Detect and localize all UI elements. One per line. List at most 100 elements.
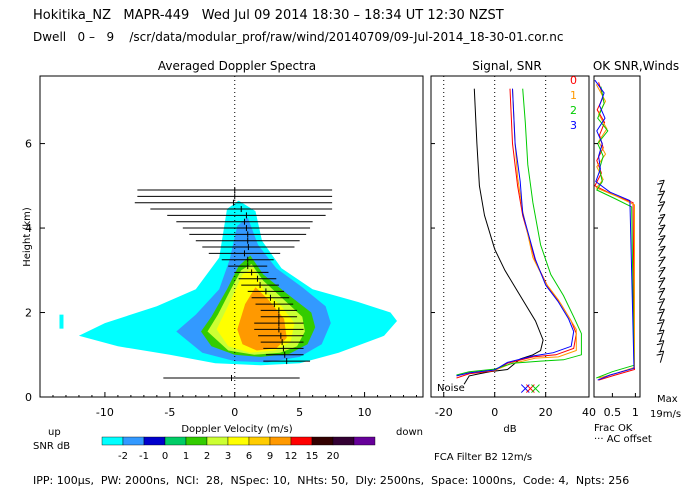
colorbar-cell (290, 436, 313, 446)
x-tick-label: 5 (296, 406, 303, 419)
doppler-spectra-panel: Averaged Doppler Spectra -10 -5 0 5 10 0246 … (22, 59, 424, 438)
colorbar-cell (164, 436, 187, 446)
snr-0-line (456, 88, 577, 379)
max-label: Max (657, 394, 678, 405)
wind-barb-feather (657, 301, 663, 304)
snr-blob (59, 314, 64, 329)
wind-barb-feather (657, 280, 664, 283)
noise-markers (520, 384, 540, 393)
wind-barb (659, 340, 665, 353)
colorbar-tick-label: 15 (306, 451, 319, 462)
colorbar-tick-label: 2 (204, 451, 210, 462)
wind-barb-feather (658, 329, 665, 332)
wind-barb (658, 277, 666, 289)
doppler-x-axis-label: Doppler Velocity (m/s) (181, 424, 292, 435)
winds-panel-title: OK SNR,Winds (593, 59, 679, 73)
doppler-panel-title: Averaged Doppler Spectra (158, 59, 316, 73)
colorbar-cell (332, 436, 355, 446)
wind-barb-feather (656, 332, 663, 335)
colorbar-cell (353, 436, 376, 446)
y-tick-label: 6 (25, 138, 32, 151)
colorbar-tick-label: 3 (225, 451, 231, 462)
snr-colorbar: SNR dB -2 -1 0 1 2 3 6 9 12 15 20 (33, 436, 376, 462)
legend-beam-1: 1 (570, 89, 577, 102)
wind-barb-feather (658, 238, 664, 241)
wind-barb (659, 329, 665, 342)
wind-barb-feather (656, 343, 662, 346)
header-file-line: Dwell 0 – 9 /scr/data/modular_prof/raw/w… (33, 30, 564, 44)
colorbar-tick-label: 9 (267, 451, 273, 462)
down-label: down (396, 427, 423, 438)
colorbar-cell (227, 436, 250, 446)
ok-3-line (594, 79, 635, 381)
wind-barb-feather (657, 182, 663, 185)
wind-barb-feather (659, 201, 665, 204)
x-tick-label: 40 (582, 406, 596, 419)
wind-barb-feather (660, 235, 666, 238)
wind-barb (658, 298, 666, 310)
signal-panel-frame (430, 75, 590, 398)
colorbar-cell (101, 436, 124, 446)
wind-barb (658, 256, 666, 268)
wind-barb (658, 245, 666, 257)
legend-beam-2: 2 (570, 104, 577, 117)
filter-label: FCA Filter B2 12m/s (434, 452, 532, 463)
legend-beam-0: 0 (570, 74, 577, 87)
signal-reference-lines (443, 76, 547, 397)
signal-x-axis-label: dB (503, 424, 516, 435)
wind-barb-feather (659, 277, 666, 280)
colorbar-cells (101, 436, 376, 446)
wind-barb-feather (658, 350, 664, 353)
wind-barb (658, 235, 666, 247)
colorbar-tick-label: 1 (183, 451, 189, 462)
y-tick-label: 2 (25, 307, 32, 320)
wind-barb-feather (658, 248, 664, 251)
x-tick-label: 0 (231, 406, 238, 419)
legend-beam-3: 3 (570, 119, 577, 132)
colorbar-cell (269, 436, 292, 446)
colorbar-tick-label: 12 (285, 451, 298, 462)
x-tick-label: 10 (358, 406, 372, 419)
colorbar-cell (143, 436, 166, 446)
colorbar-ticks: -2 -1 0 1 2 3 6 9 12 15 20 (118, 451, 339, 462)
x-tick-label: -20 (435, 406, 453, 419)
x-tick-label: 20 (539, 406, 553, 419)
wind-barb (659, 319, 665, 331)
wind-barb (658, 287, 666, 300)
wind-barb-feather (660, 256, 666, 259)
wind-barb-feather (657, 216, 664, 219)
snr-contour-6 (237, 287, 287, 351)
wind-barb (659, 350, 665, 363)
y-tick-label: 0 (25, 391, 32, 404)
wind-barb-feather (659, 308, 665, 311)
snr-1-line (456, 88, 577, 377)
colorbar-tick-label: -2 (118, 451, 128, 462)
wind-barb-feather (659, 190, 665, 193)
signal-snr-panel: Signal, SNR -20 0 20 40 dB Noise (430, 59, 596, 435)
signal-series (456, 88, 582, 385)
snr-2-line (456, 88, 582, 376)
signal-y-ticks (431, 143, 435, 398)
signal-panel-title: Signal, SNR (472, 59, 541, 73)
wind-barbs (656, 179, 666, 363)
frac-ok-y-ticks (594, 143, 598, 398)
noise-x-mark (531, 384, 540, 393)
x-tick-label: 0.5 (604, 406, 622, 419)
doppler-y-ticks: 0 2 4 6 (25, 138, 45, 404)
x-tick-label: -10 (96, 406, 114, 419)
colorbar-tick-label: -1 (139, 451, 149, 462)
beam-legend: 0 1 2 3 (570, 74, 577, 132)
noise-label: Noise (437, 383, 465, 394)
wind-barb (658, 201, 666, 213)
wind-barb-feather (656, 353, 662, 356)
frac-ok-x-ticks: 0.5 1 (604, 393, 639, 419)
profile-bars (134, 187, 333, 381)
doppler-x-ticks: -10 -5 0 5 10 (52, 392, 418, 419)
wind-barb-feather (660, 266, 666, 269)
ok-0-line (594, 82, 636, 381)
colorbar-tick-label: 20 (327, 451, 340, 462)
wind-barb-feather (659, 287, 665, 290)
wind-barb-feather (659, 179, 665, 182)
wind-barb-feather (658, 269, 664, 272)
wind-barb-feather (659, 319, 665, 322)
